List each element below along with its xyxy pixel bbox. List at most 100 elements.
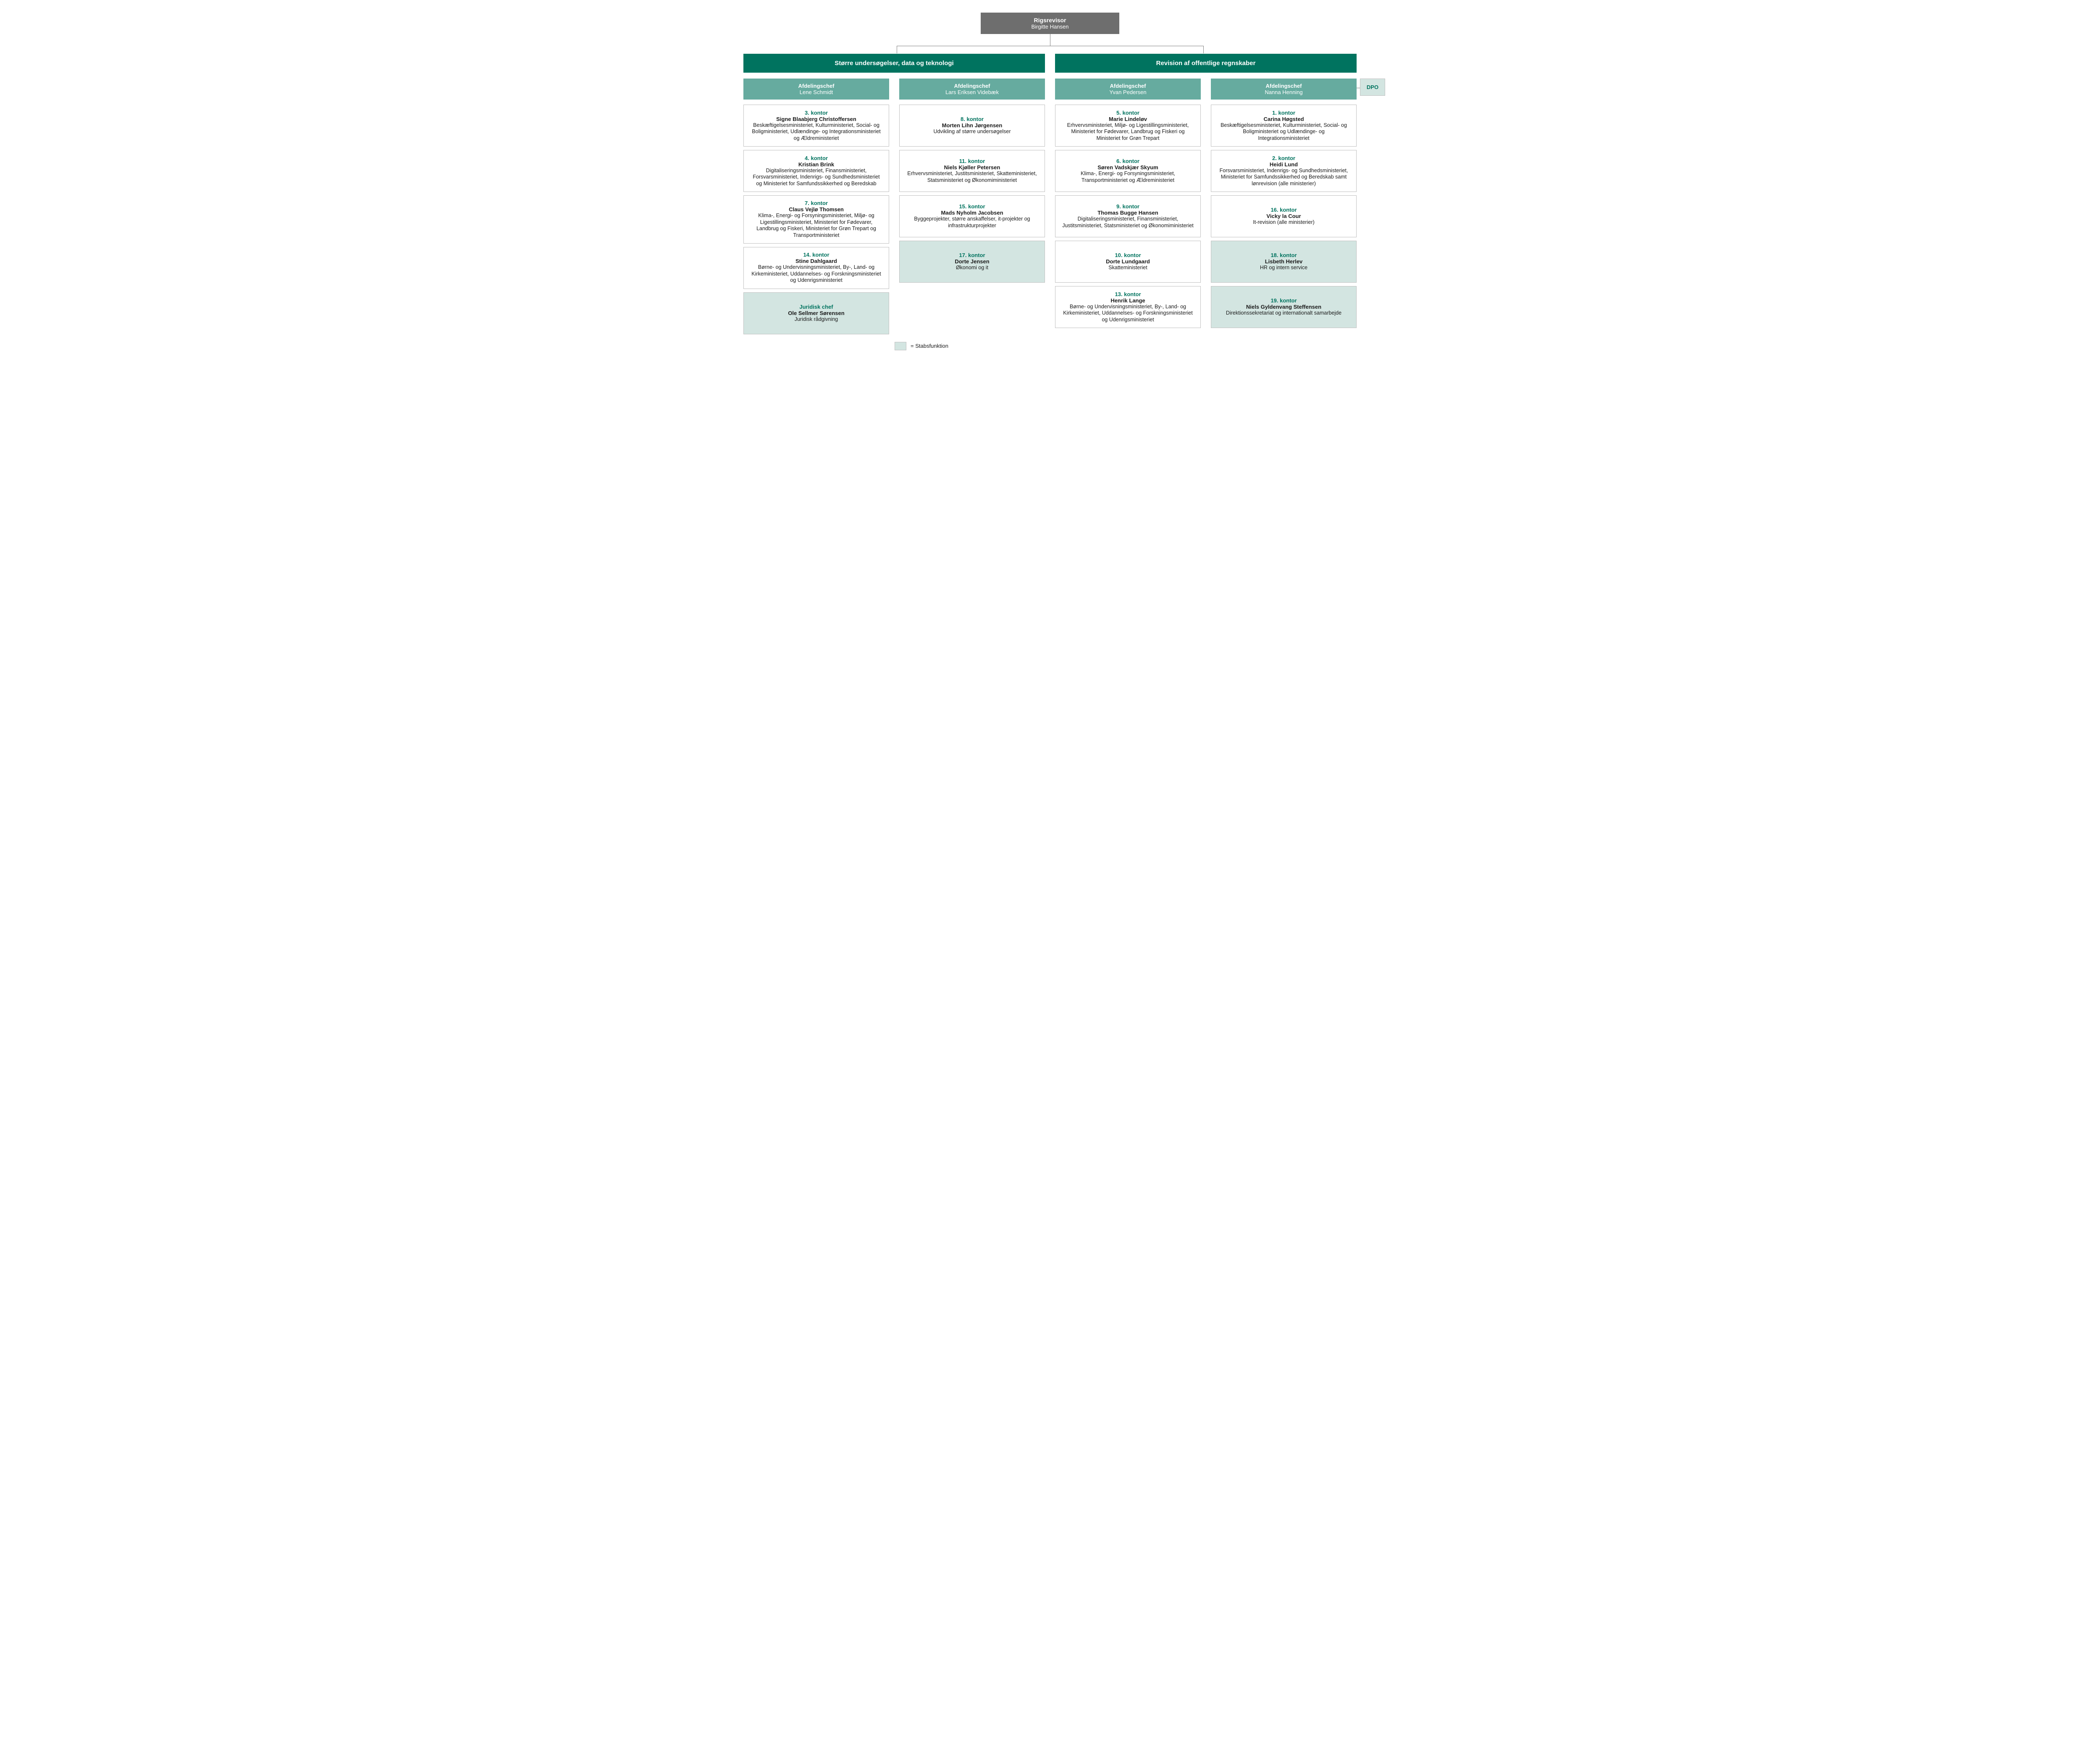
office-kontor: 3. kontor [750,110,883,116]
department-role: Afdelingschef [1058,83,1197,89]
office-head-name: Stine Dahlgaard [750,258,883,264]
office-box: 7. kontorClaus Vejlø ThomsenKlima-, Ener… [743,195,889,244]
dpo-box: DPO [1360,79,1385,96]
department-name: Yvan Pedersen [1058,89,1197,95]
rigsrevisor-title: Rigsrevisor [987,17,1113,24]
office-kontor: 6. kontor [1061,158,1194,164]
office-head-name: Thomas Bugge Hansen [1061,210,1194,216]
office-box: 1. kontorCarina HøgstedBeskæftigelsesmin… [1211,105,1357,147]
department-name: Lene Schmidt [747,89,886,95]
office-head-name: Marie Lindeløv [1061,116,1194,122]
office-kontor: 7. kontor [750,200,883,206]
office-description: Beskæftigelsesministeriet, Kulturministe… [1217,122,1350,142]
office-kontor: Juridisk chef [750,304,883,310]
divisions-row: Større undersøgelser, data og teknologi A… [743,54,1357,338]
department-head: AfdelingschefLene Schmidt [743,79,889,100]
office-box: 13. kontorHenrik LangeBørne- og Undervis… [1055,286,1201,328]
office-description: Byggeprojekter, større anskaffelser, it-… [906,216,1039,229]
office-box: 14. kontorStine DahlgaardBørne- og Under… [743,247,889,289]
department-column: AfdelingschefLene Schmidt 3. kontorSigne … [743,79,889,338]
office-head-name: Dorte Jensen [906,258,1039,265]
department-name: Lars Eriksen Videbæk [903,89,1042,95]
office-head-name: Niels Gyldenvang Steffensen [1217,304,1350,310]
rigsrevisor-box: Rigsrevisor Birgitte Hansen [981,13,1119,34]
departments-row: AfdelingschefYvan Pedersen5. kontorMarie… [1055,79,1357,331]
office-box: 2. kontorHeidi LundForsvarsministeriet, … [1211,150,1357,192]
department-name: Nanna Henning [1214,89,1353,95]
office-description: Skatteministeriet [1061,265,1194,271]
office-description: Digitaliseringsministeriet, Finansminist… [750,168,883,187]
office-head-name: Vicky la Cour [1217,213,1350,219]
department-head: AfdelingschefNanna Henning [1211,79,1357,100]
office-description: Juridisk rådgivning [750,316,883,323]
rigsrevisor-name: Birgitte Hansen [987,24,1113,30]
department-role: Afdelingschef [747,83,886,89]
office-description: Børne- og Undervisningsministeriet, By-,… [1061,304,1194,323]
office-description: Klima-, Energi- og Forsyningsministeriet… [750,213,883,239]
office-head-name: Claus Vejlø Thomsen [750,206,883,213]
division: Revision af offentlige regnskaber Afdelin… [1055,54,1357,338]
office-kontor: 10. kontor [1061,252,1194,258]
department-role: Afdelingschef [903,83,1042,89]
office-box: 3. kontorSigne Blaabjerg ChristoffersenB… [743,105,889,147]
division-title: Større undersøgelser, data og teknologi [743,54,1045,73]
office-head-name: Ole Sellmer Sørensen [750,310,883,316]
office-box: 10. kontorDorte LundgaardSkatteministeri… [1055,241,1201,283]
office-box: 16. kontorVicky la CourIt-revision (alle… [1211,195,1357,237]
office-description: HR og intern service [1217,265,1350,271]
office-head-name: Kristian Brink [750,161,883,168]
division: Større undersøgelser, data og teknologi A… [743,54,1045,338]
office-description: Børne- og Undervisningsministeriet, By-,… [750,264,883,284]
office-description: Klima-, Energi- og Forsyningsministeriet… [1061,171,1194,184]
office-kontor: 4. kontor [750,155,883,161]
office-box: 6. kontorSøren Vadskjær SkyumKlima-, Ene… [1055,150,1201,192]
office-box: 15. kontorMads Nyholm JacobsenByggeproje… [899,195,1045,237]
office-box: 9. kontorThomas Bugge HansenDigitaliseri… [1055,195,1201,237]
office-kontor: 17. kontor [906,252,1039,258]
office-head-name: Mads Nyholm Jacobsen [906,210,1039,216]
office-description: Forsvarsministeriet, Indenrigs- og Sundh… [1217,168,1350,187]
department-column: AfdelingschefNanna HenningDPO1. kontorCa… [1211,79,1357,331]
department-head: AfdelingschefLars Eriksen Videbæk [899,79,1045,100]
division-title: Revision af offentlige regnskaber [1055,54,1357,73]
office-head-name: Signe Blaabjerg Christoffersen [750,116,883,122]
office-head-name: Dorte Lundgaard [1061,258,1194,265]
office-description: Erhvervsministeriet, Justitsministeriet,… [906,171,1039,184]
office-description: Erhvervsministeriet, Miljø- og Ligestill… [1061,122,1194,142]
office-description: Digitaliseringsministeriet, Finansminist… [1061,216,1194,229]
office-box: 18. kontorLisbeth HerlevHR og intern ser… [1211,241,1357,283]
office-kontor: 16. kontor [1217,207,1350,213]
department-column: AfdelingschefLars Eriksen Videbæk 8. kont… [899,79,1045,338]
office-box: Juridisk chefOle Sellmer SørensenJuridis… [743,292,889,334]
office-kontor: 13. kontor [1061,291,1194,297]
office-kontor: 1. kontor [1217,110,1350,116]
office-description: Økonomi og it [906,265,1039,271]
office-head-name: Carina Høgsted [1217,116,1350,122]
office-kontor: 11. kontor [906,158,1039,164]
office-head-name: Morten Lihn Jørgensen [906,122,1039,129]
office-head-name: Lisbeth Herlev [1217,258,1350,265]
office-head-name: Heidi Lund [1217,161,1350,168]
legend-swatch [895,342,906,350]
office-kontor: 15. kontor [906,203,1039,210]
office-box: 11. kontorNiels Kjøller PetersenErhvervs… [899,150,1045,192]
connector-stub-right [1203,46,1204,53]
office-kontor: 19. kontor [1217,297,1350,304]
department-column: AfdelingschefYvan Pedersen 5. kontorMarie… [1055,79,1201,331]
office-description: Beskæftigelsesministeriet, Kulturministe… [750,122,883,142]
legend: = Stabsfunktion [895,342,1357,350]
office-description: Direktionssekretariat og internationalt … [1217,310,1350,317]
office-kontor: 14. kontor [750,252,883,258]
office-description: It-revision (alle ministerier) [1217,219,1350,226]
office-kontor: 9. kontor [1061,203,1194,210]
department-role: Afdelingschef [1214,83,1353,89]
office-box: 4. kontorKristian BrinkDigitaliseringsmi… [743,150,889,192]
office-head-name: Henrik Lange [1061,297,1194,304]
office-box: 8. kontorMorten Lihn JørgensenUdvikling … [899,105,1045,147]
office-box: 19. kontorNiels Gyldenvang SteffensenDir… [1211,286,1357,328]
departments-row: AfdelingschefLene Schmidt3. kontorSigne … [743,79,1045,338]
office-box: 5. kontorMarie LindeløvErhvervsministeri… [1055,105,1201,147]
office-box: 17. kontorDorte JensenØkonomi og it [899,241,1045,283]
office-head-name: Niels Kjøller Petersen [906,164,1039,171]
office-kontor: 8. kontor [906,116,1039,122]
